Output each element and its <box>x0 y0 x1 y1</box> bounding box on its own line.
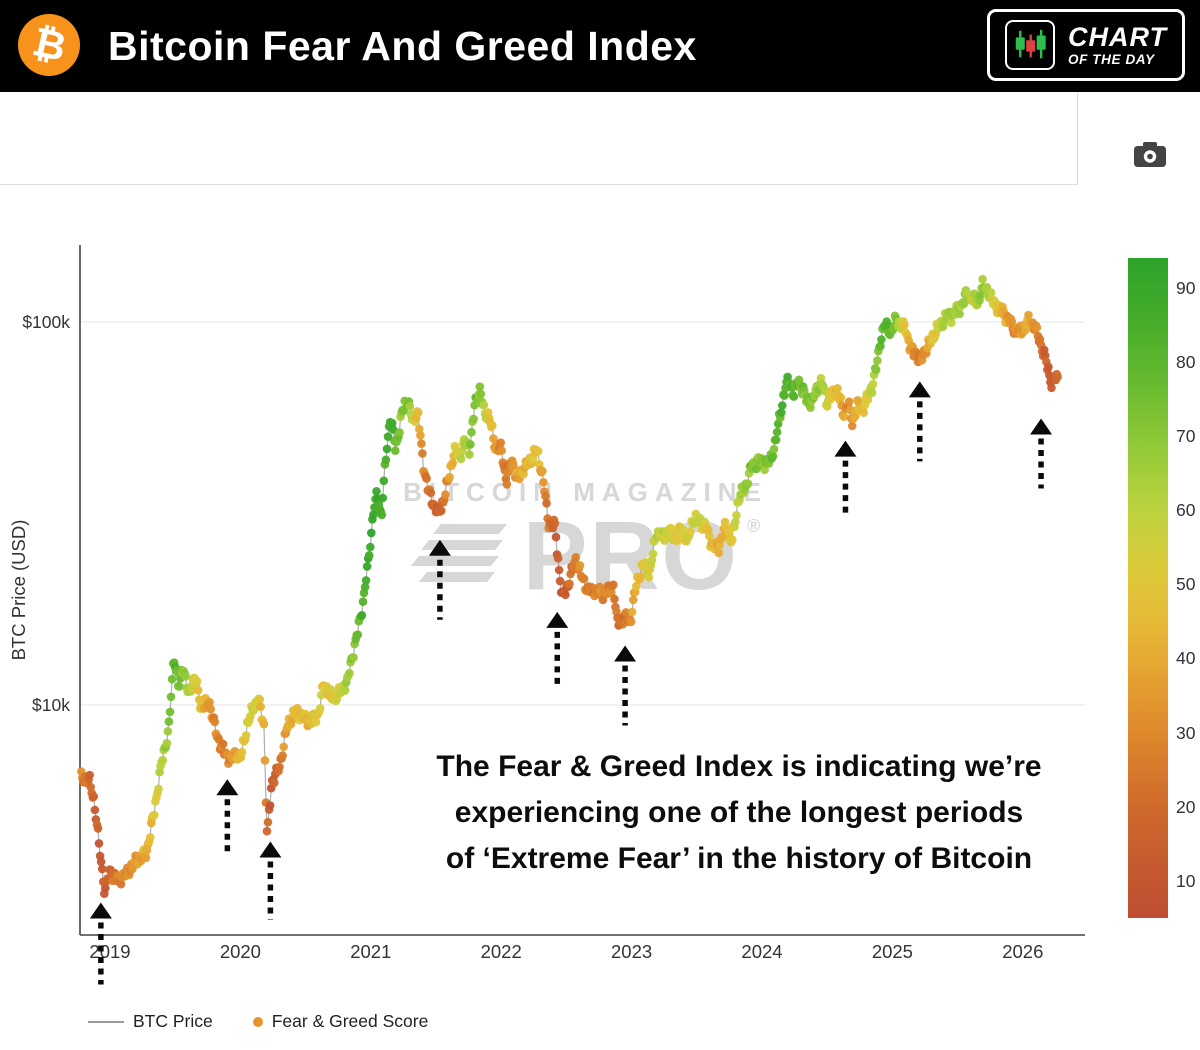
header: ₿ Bitcoin Fear And Greed Index CHART OF … <box>0 0 1200 92</box>
y-axis-title: BTC Price (USD) <box>8 519 29 661</box>
page-title: Bitcoin Fear And Greed Index <box>108 22 697 69</box>
bitcoin-symbol: ₿ <box>27 18 71 72</box>
svg-text:2022: 2022 <box>481 941 522 962</box>
fear-greed-colorbar: 90 80 70 60 50 40 30 20 10 <box>1128 258 1195 918</box>
legend-item-btc-price[interactable]: BTC Price <box>88 1011 213 1032</box>
legend-item-fear-greed[interactable]: Fear & Greed Score <box>252 1011 429 1032</box>
svg-text:2021: 2021 <box>350 941 391 962</box>
colorbar-tick-label: 90 <box>1176 277 1196 298</box>
camera-button[interactable] <box>1133 140 1169 172</box>
svg-text:2026: 2026 <box>1002 941 1043 962</box>
legend-label-btc-price: BTC Price <box>133 1011 213 1031</box>
svg-text:2019: 2019 <box>89 941 130 962</box>
annotation-callout: The Fear & Greed Index is indicating we’… <box>382 744 1096 882</box>
colorbar-tick-label: 10 <box>1176 870 1196 891</box>
svg-text:2024: 2024 <box>741 941 782 962</box>
watermark-pro: PRO <box>522 501 739 610</box>
watermark-registered-mark: ® <box>746 516 761 536</box>
btc-price-line-swatch <box>88 1020 124 1023</box>
legend-label-fear-greed: Fear & Greed Score <box>271 1011 429 1031</box>
badge-line1: CHART <box>1068 22 1167 53</box>
bitcoin-logo-icon: ₿ <box>18 14 80 76</box>
svg-text:$100k: $100k <box>22 312 70 332</box>
colorbar-tick-label: 50 <box>1176 574 1196 595</box>
colorbar-tick-label: 60 <box>1176 500 1196 521</box>
annotation-line: of ‘Extreme Fear’ in the history of Bitc… <box>445 841 1033 875</box>
fear-greed-dot-swatch <box>252 1016 263 1027</box>
colorbar-tick-label: 40 <box>1176 648 1196 669</box>
svg-text:2025: 2025 <box>872 941 913 962</box>
toolbar-divider-horizontal <box>0 184 1077 185</box>
colorbar-tick-label: 80 <box>1176 351 1196 372</box>
bitcoin-magazine-pro-logo-icon <box>410 518 515 595</box>
svg-text:2023: 2023 <box>611 941 652 962</box>
annotation-line: experiencing one of the longest periods <box>454 795 1024 829</box>
colorbar-gradient <box>1128 258 1168 918</box>
svg-text:$10k: $10k <box>32 695 70 715</box>
colorbar-tick-label: 30 <box>1176 722 1196 743</box>
svg-text:2020: 2020 <box>220 941 261 962</box>
colorbar-tick-label: 70 <box>1176 425 1196 446</box>
chart-of-the-day-badge: CHART OF THE DAY <box>987 9 1185 81</box>
toolbar-divider-vertical <box>1077 92 1078 185</box>
candlestick-icon <box>1005 20 1055 70</box>
camera-icon <box>1133 142 1167 174</box>
badge-line2: OF THE DAY <box>1068 51 1155 67</box>
watermark: BITCOIN MAGAZINE PRO ® <box>358 477 813 610</box>
colorbar-tick-label: 20 <box>1176 796 1196 817</box>
annotation-line: The Fear & Greed Index is indicating we’… <box>436 750 1042 783</box>
chart-legend: BTC Price Fear & Greed Score <box>88 1011 428 1032</box>
